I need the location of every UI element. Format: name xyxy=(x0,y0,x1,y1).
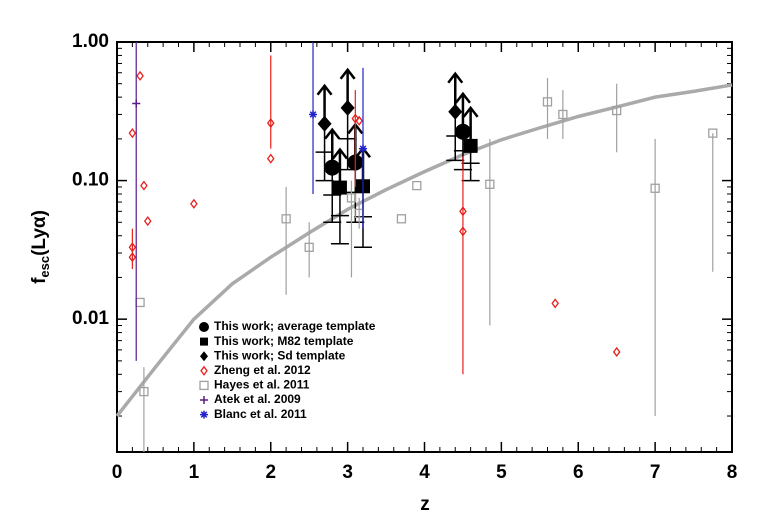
x-tick-label: 5 xyxy=(496,462,507,483)
point xyxy=(317,115,332,132)
point xyxy=(612,105,622,116)
legend-marker xyxy=(199,322,209,332)
point xyxy=(266,153,275,164)
legend-marker xyxy=(200,410,208,419)
point xyxy=(132,99,141,108)
point xyxy=(128,252,137,263)
point xyxy=(143,216,152,227)
point xyxy=(558,109,568,120)
point xyxy=(396,214,407,224)
legend-label: This work; average template xyxy=(214,319,376,333)
point xyxy=(412,180,422,191)
point xyxy=(454,123,471,140)
point xyxy=(128,242,137,253)
point xyxy=(128,128,137,139)
legend-marker xyxy=(200,337,208,346)
y-tick-label: 0.10 xyxy=(72,170,109,191)
y-label-sub: esc xyxy=(37,256,52,278)
x-tick-label: 3 xyxy=(342,462,353,483)
y-label-main: f xyxy=(29,277,50,284)
y-axis-label: fesc(Lyα) xyxy=(29,210,52,284)
legend-label: This work; Sd template xyxy=(214,348,346,362)
point xyxy=(190,198,198,209)
point xyxy=(355,115,363,126)
point xyxy=(351,113,360,124)
point xyxy=(650,183,660,193)
point xyxy=(612,346,621,358)
point xyxy=(332,180,347,195)
x-axis-label: z xyxy=(420,494,430,515)
legend-marker xyxy=(199,380,209,391)
point xyxy=(140,180,148,191)
point xyxy=(340,99,355,116)
point xyxy=(139,386,149,397)
x-tick-label: 8 xyxy=(727,462,738,483)
point xyxy=(485,179,495,189)
point xyxy=(459,206,467,217)
y-tick-label: 1.00 xyxy=(72,31,109,52)
model-curve xyxy=(115,83,733,418)
point xyxy=(708,128,718,138)
legend-marker xyxy=(200,351,208,362)
plot-frame xyxy=(116,41,733,453)
point xyxy=(346,193,357,203)
legend-label: Blanc et al. 2011 xyxy=(214,407,307,421)
point xyxy=(551,298,560,309)
point xyxy=(324,159,341,176)
x-tick-label: 6 xyxy=(573,462,584,483)
y-tick-label: 0.01 xyxy=(72,308,109,329)
x-tick-label: 2 xyxy=(265,462,276,483)
x-tick-label: 7 xyxy=(650,462,661,483)
x-tick-label: 1 xyxy=(189,462,200,483)
point xyxy=(463,138,478,153)
legend-label: This work; M82 template xyxy=(214,334,354,348)
point xyxy=(135,297,145,308)
point xyxy=(542,97,553,107)
point xyxy=(459,226,467,237)
point xyxy=(281,214,291,224)
point xyxy=(266,117,275,129)
point xyxy=(448,103,463,120)
y-label-rest: (Lyα) xyxy=(29,210,50,256)
legend-label: Hayes et al. 2011 xyxy=(214,378,310,392)
point xyxy=(136,70,144,81)
legend-marker xyxy=(200,396,208,404)
legend-label: Zheng et al. 2012 xyxy=(214,363,311,377)
x-tick-label: 0 xyxy=(112,462,123,483)
point xyxy=(359,144,367,153)
legend-label: Atek et al. 2009 xyxy=(214,392,301,406)
x-tick-label: 4 xyxy=(419,462,430,483)
legend-marker xyxy=(200,365,208,376)
point xyxy=(304,242,314,252)
point xyxy=(309,110,318,119)
